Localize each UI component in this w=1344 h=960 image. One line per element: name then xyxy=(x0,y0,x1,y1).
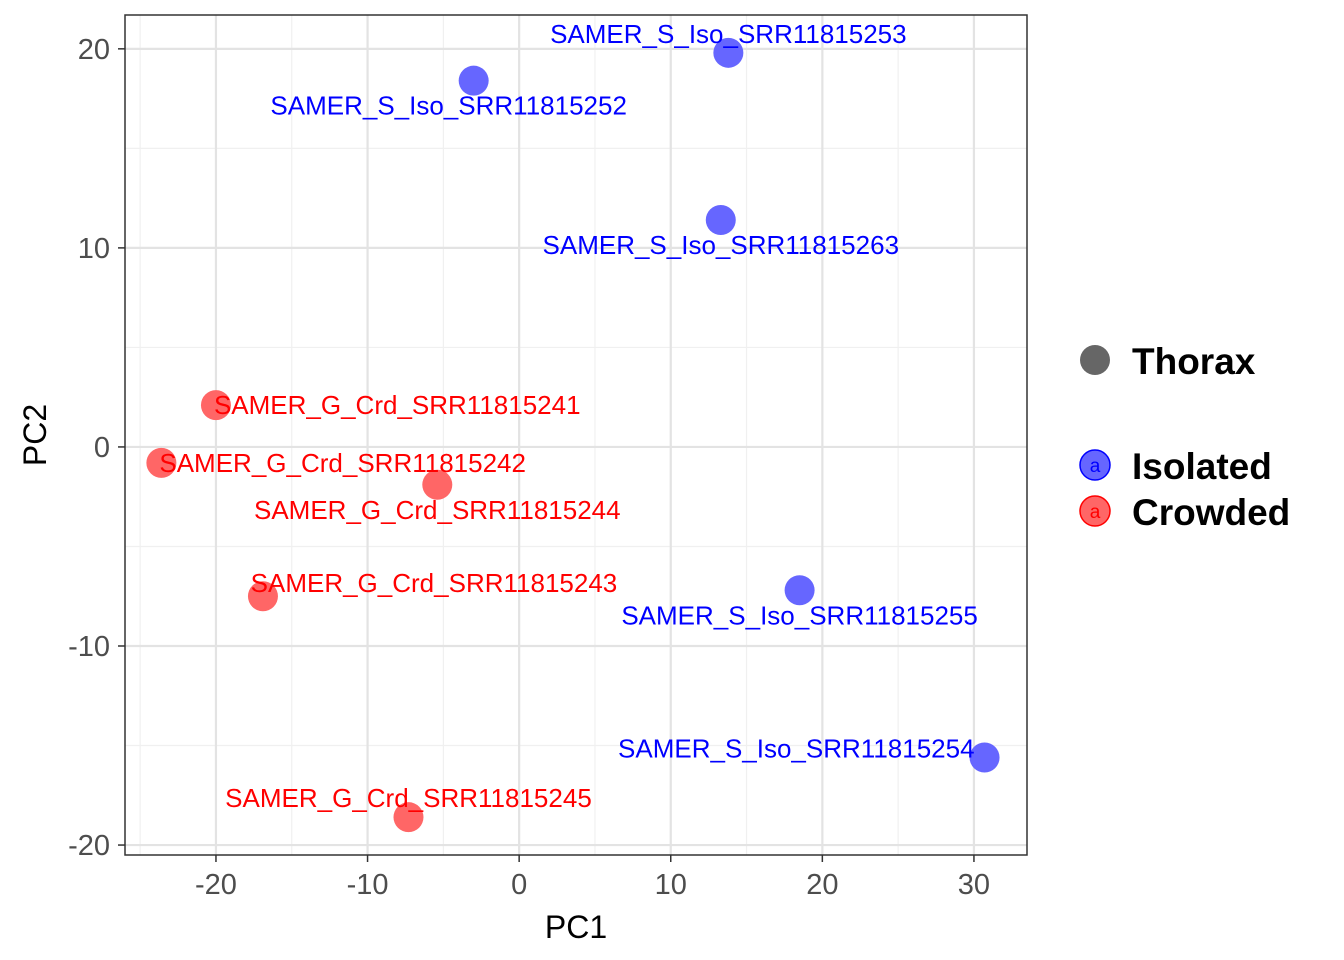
x-axis-title: PC1 xyxy=(545,909,607,945)
point-label: SAMER_G_Crd_SRR11815243 xyxy=(251,568,618,598)
y-axis-tick-labels: -20 -10 0 10 20 xyxy=(68,34,110,862)
data-point xyxy=(784,575,815,606)
x-tick-label: 0 xyxy=(511,869,527,901)
y-tick-label: 0 xyxy=(94,432,110,464)
y-tick-label: 20 xyxy=(78,34,110,66)
y-tick-label: -10 xyxy=(68,631,110,663)
x-tick-label: 30 xyxy=(958,869,990,901)
legend-series-label: Isolated xyxy=(1132,446,1272,487)
x-tick-label: -20 xyxy=(195,869,237,901)
point-label: SAMER_S_Iso_SRR11815252 xyxy=(270,91,627,121)
point-labels: SAMER_S_Iso_SRR11815253 SAMER_S_Iso_SRR11… xyxy=(159,19,977,813)
point-label: SAMER_S_Iso_SRR11815254 xyxy=(618,733,975,763)
x-tick-label: 20 xyxy=(806,869,838,901)
x-axis-tick-labels: -20 -10 0 10 20 30 xyxy=(195,869,990,901)
data-point xyxy=(705,205,736,236)
y-tick-label: -20 xyxy=(68,830,110,862)
legend: Thorax a Isolated a Crowded xyxy=(1079,341,1290,533)
data-points xyxy=(146,37,1000,833)
plot-panel-border xyxy=(124,14,1028,856)
point-label: SAMER_S_Iso_SRR11815253 xyxy=(550,19,907,49)
x-tick-label: 10 xyxy=(655,869,687,901)
point-label: SAMER_G_Crd_SRR11815241 xyxy=(214,390,581,420)
grid xyxy=(125,15,1027,855)
point-label: SAMER_G_Crd_SRR11815245 xyxy=(225,783,592,813)
x-tick-label: -10 xyxy=(347,869,389,901)
y-tick-label: 10 xyxy=(78,233,110,265)
data-point xyxy=(200,390,231,421)
data-point xyxy=(146,447,177,478)
legend-shape-label: Thorax xyxy=(1132,341,1256,382)
point-label: SAMER_S_Iso_SRR11815263 xyxy=(543,230,900,260)
axis-ticks xyxy=(118,48,975,862)
legend-key-glyph: a xyxy=(1090,502,1101,523)
data-point xyxy=(713,37,744,68)
point-label: SAMER_G_Crd_SRR11815242 xyxy=(159,448,526,478)
legend-key-glyph: a xyxy=(1090,456,1101,477)
data-point xyxy=(422,469,453,500)
y-axis-title: PC2 xyxy=(17,404,53,466)
data-point xyxy=(458,65,489,96)
legend-series-label: Crowded xyxy=(1132,492,1290,533)
data-point xyxy=(247,581,278,612)
point-label: SAMER_S_Iso_SRR11815255 xyxy=(621,600,978,630)
legend-shape-key xyxy=(1080,345,1110,375)
legend-key xyxy=(1079,449,1111,481)
data-point xyxy=(393,802,424,833)
legend-key xyxy=(1079,495,1111,527)
point-label: SAMER_G_Crd_SRR11815244 xyxy=(254,495,621,525)
data-point xyxy=(969,742,1000,773)
